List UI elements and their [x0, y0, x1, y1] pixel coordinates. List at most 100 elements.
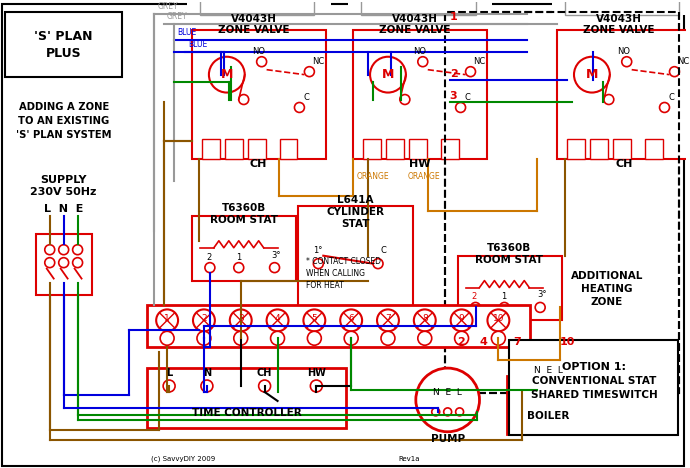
Text: C: C: [669, 93, 674, 102]
Circle shape: [370, 57, 406, 93]
Circle shape: [197, 331, 211, 345]
Text: 5: 5: [311, 314, 317, 323]
Text: NO: NO: [413, 47, 426, 56]
Circle shape: [660, 102, 669, 112]
Text: M: M: [221, 68, 233, 81]
Circle shape: [451, 309, 473, 331]
Circle shape: [344, 331, 358, 345]
Text: HW: HW: [307, 368, 326, 378]
Circle shape: [304, 309, 325, 331]
Bar: [441, 139, 459, 159]
Circle shape: [518, 386, 527, 396]
Bar: [613, 139, 631, 159]
Circle shape: [72, 258, 83, 268]
Circle shape: [491, 331, 505, 345]
Circle shape: [466, 66, 475, 77]
Text: ROOM STAT: ROOM STAT: [210, 215, 277, 225]
Text: 1: 1: [236, 253, 241, 262]
Text: 3: 3: [238, 314, 244, 323]
Circle shape: [310, 380, 322, 392]
Bar: [225, 139, 243, 159]
Bar: [279, 139, 297, 159]
Circle shape: [377, 309, 399, 331]
Bar: [644, 139, 662, 159]
Circle shape: [257, 57, 266, 66]
Circle shape: [432, 408, 440, 416]
Circle shape: [373, 259, 383, 269]
Circle shape: [471, 302, 480, 313]
Text: (c) SavvyDIY 2009: (c) SavvyDIY 2009: [151, 456, 215, 462]
Circle shape: [455, 331, 469, 345]
Circle shape: [266, 309, 288, 331]
Bar: [299, 206, 413, 315]
Text: ZONE VALVE: ZONE VALVE: [379, 25, 451, 35]
Text: PUMP: PUMP: [431, 434, 465, 444]
Circle shape: [209, 57, 245, 93]
Text: N  E  L: N E L: [533, 366, 562, 375]
Text: 2: 2: [201, 314, 207, 323]
Circle shape: [381, 331, 395, 345]
Text: SUPPLY
230V 50Hz: SUPPLY 230V 50Hz: [30, 175, 97, 197]
Text: 3: 3: [450, 90, 457, 101]
Bar: [36, 234, 92, 295]
Circle shape: [542, 386, 552, 396]
Text: GREY: GREY: [167, 12, 188, 21]
Text: BLUE: BLUE: [188, 40, 207, 49]
Text: CYLINDER: CYLINDER: [326, 207, 384, 217]
Circle shape: [234, 331, 248, 345]
Circle shape: [59, 245, 68, 255]
Text: L: L: [166, 368, 172, 378]
Circle shape: [418, 331, 432, 345]
Text: 9: 9: [459, 314, 464, 323]
Text: CH: CH: [615, 159, 633, 169]
Circle shape: [270, 331, 284, 345]
Circle shape: [160, 331, 174, 345]
Circle shape: [163, 380, 175, 392]
Bar: [557, 30, 690, 159]
Text: M: M: [586, 68, 598, 81]
Text: T6360B: T6360B: [487, 243, 531, 253]
Text: 7: 7: [385, 314, 391, 323]
Bar: [187, 0, 331, 15]
Text: HW: HW: [409, 159, 431, 169]
Text: ZONE VALVE: ZONE VALVE: [583, 25, 655, 35]
Bar: [363, 139, 381, 159]
Text: 8: 8: [422, 314, 428, 323]
Text: N: N: [203, 368, 211, 378]
Circle shape: [418, 57, 428, 66]
Circle shape: [340, 309, 362, 331]
Bar: [457, 256, 562, 321]
Circle shape: [487, 309, 509, 331]
Text: NO: NO: [252, 47, 265, 56]
Text: CONVENTIONAL STAT
SHARED TIMESWITCH: CONVENTIONAL STAT SHARED TIMESWITCH: [531, 376, 658, 400]
Text: GREY: GREY: [157, 2, 178, 11]
Bar: [509, 340, 678, 435]
Text: 1: 1: [164, 314, 170, 323]
Text: L641A: L641A: [337, 195, 373, 205]
Bar: [565, 0, 680, 15]
Circle shape: [444, 408, 452, 416]
Text: 2: 2: [450, 69, 457, 79]
Text: NC: NC: [313, 57, 324, 66]
Text: 6: 6: [348, 314, 354, 323]
Circle shape: [156, 309, 178, 331]
Circle shape: [307, 331, 322, 345]
Text: OPTION 1:: OPTION 1:: [562, 362, 626, 372]
Text: 2: 2: [206, 253, 211, 262]
Text: 4: 4: [480, 337, 487, 347]
Circle shape: [455, 102, 466, 112]
Bar: [444, 12, 680, 393]
Text: 1: 1: [502, 292, 506, 301]
Text: T6360B: T6360B: [221, 203, 266, 213]
Text: ZONE VALVE: ZONE VALVE: [218, 25, 289, 35]
Circle shape: [416, 368, 480, 432]
Text: 10: 10: [493, 314, 504, 323]
Circle shape: [455, 408, 464, 416]
Text: 3°: 3°: [538, 291, 546, 300]
Text: 3°: 3°: [272, 251, 281, 260]
Circle shape: [59, 258, 68, 268]
Circle shape: [239, 95, 248, 104]
Bar: [353, 30, 487, 159]
Circle shape: [193, 309, 215, 331]
Text: * CONTACT CLOSED
WHEN CALLING
FOR HEAT: * CONTACT CLOSED WHEN CALLING FOR HEAT: [306, 257, 382, 290]
